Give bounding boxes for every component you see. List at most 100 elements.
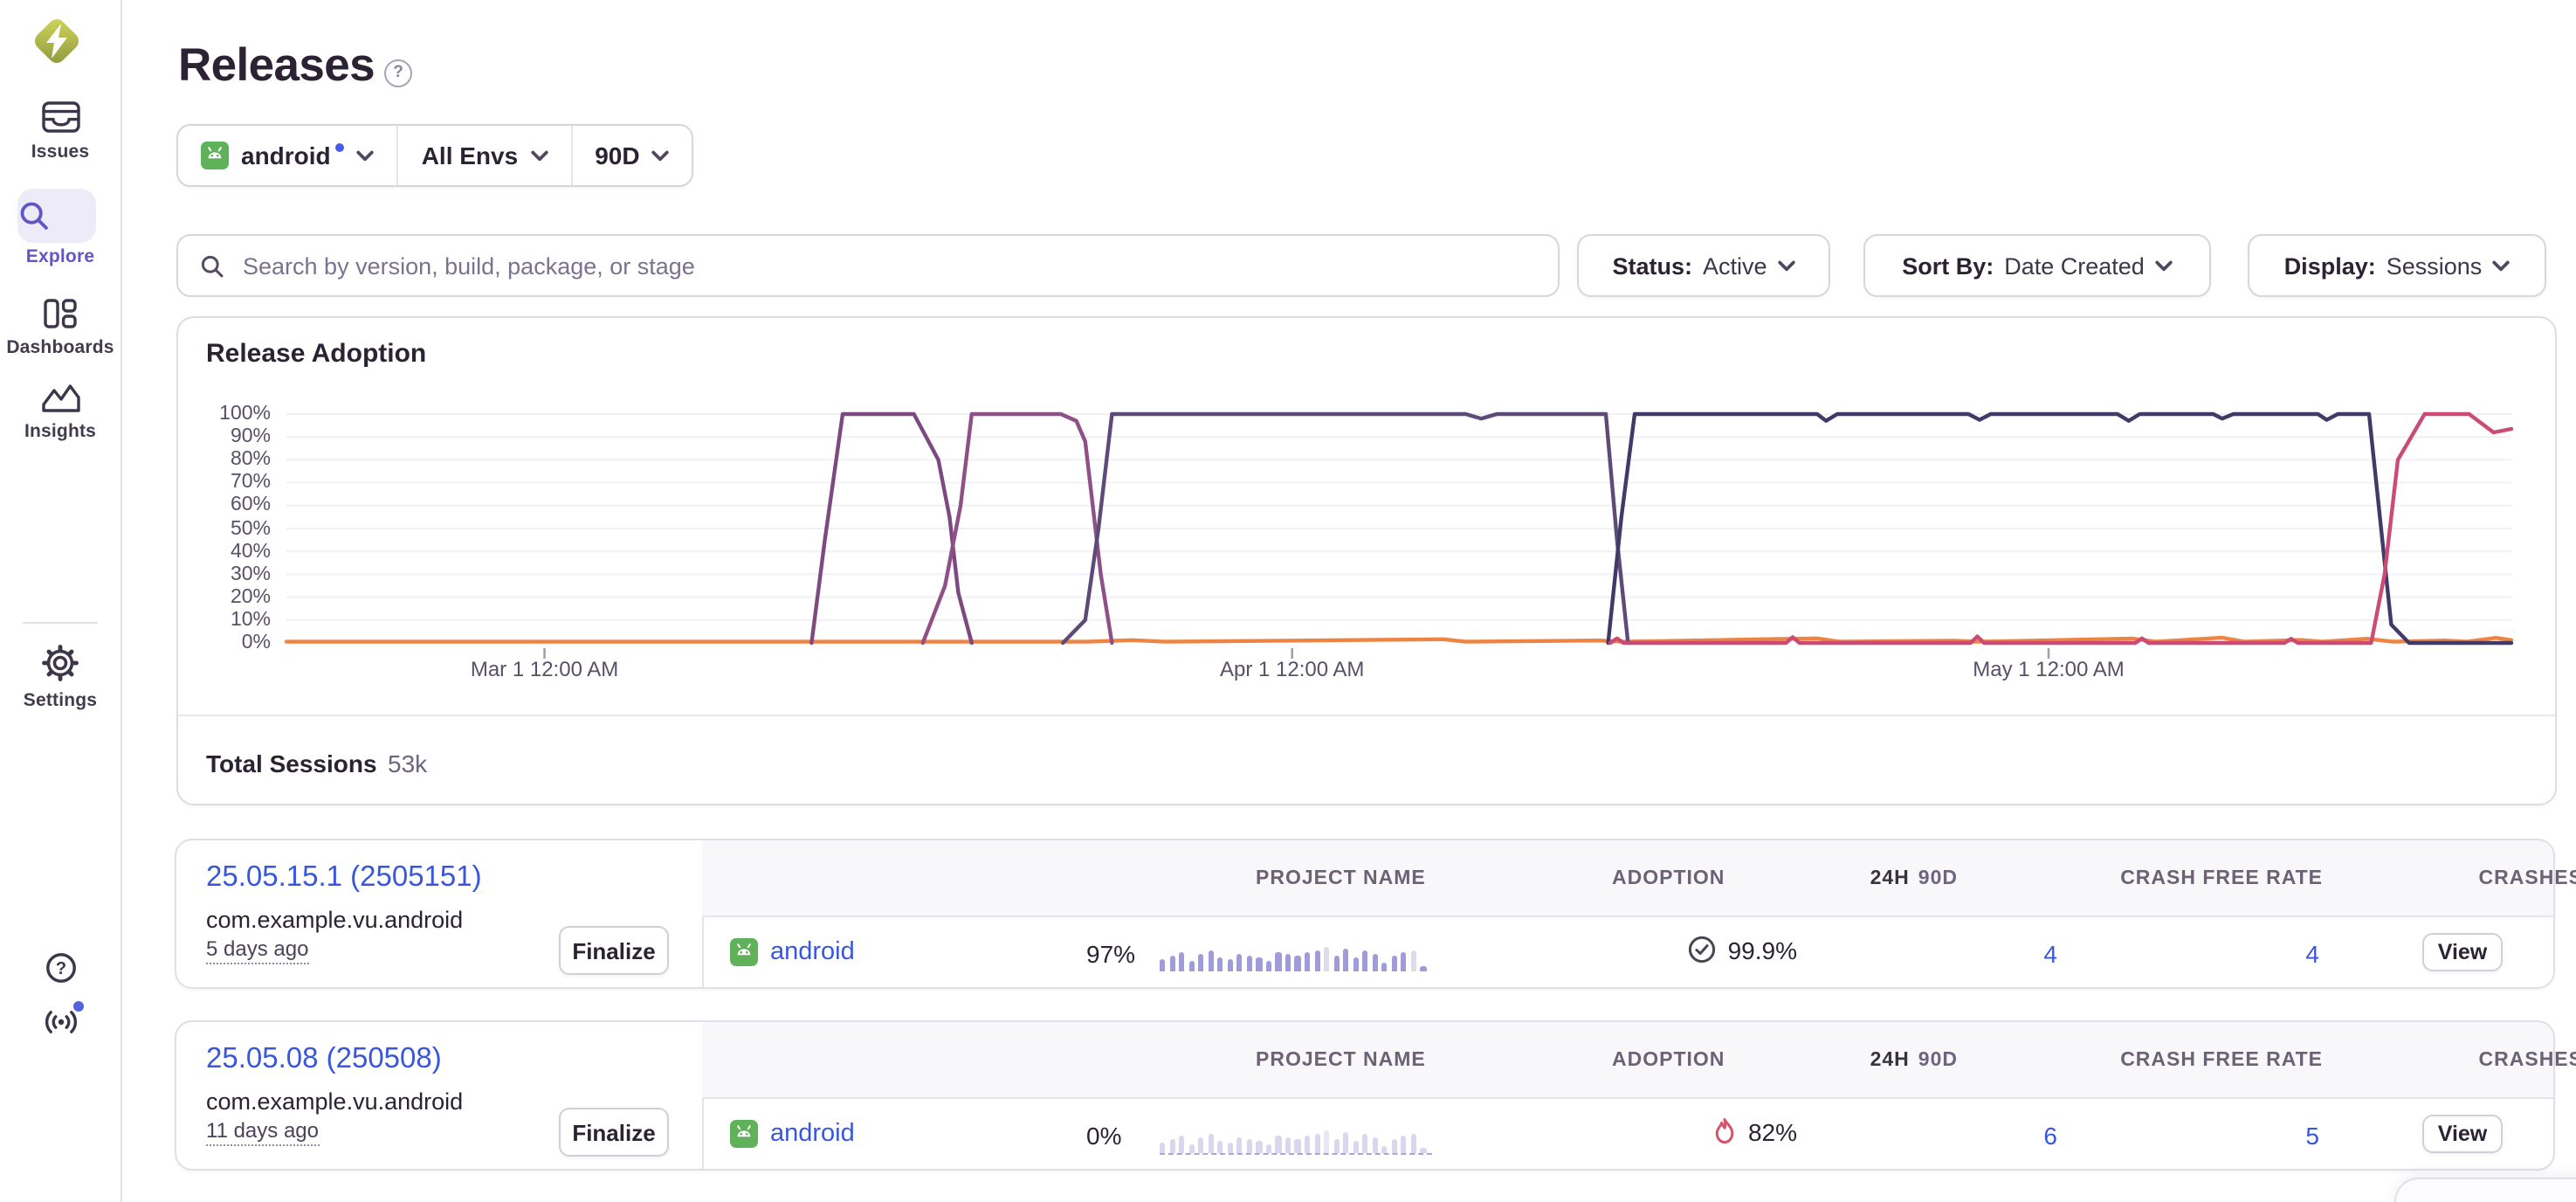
release-age: 11 days ago: [206, 1118, 319, 1146]
sidebar-item-explore-label[interactable]: Explore: [25, 246, 95, 267]
finalize-button[interactable]: Finalize: [559, 1108, 669, 1157]
y-tick-label: 20%: [230, 586, 271, 608]
col-period-toggle: 24H 90D: [1685, 868, 1958, 889]
chevron-down-icon: [530, 149, 548, 161]
sidebar-item-explore[interactable]: [17, 189, 96, 243]
app-logo[interactable]: [30, 14, 84, 68]
y-tick-label: 80%: [230, 449, 271, 471]
project-link[interactable]: android: [770, 938, 855, 966]
android-project-icon: [201, 142, 229, 169]
crashes-count-link[interactable]: 4: [2043, 940, 2057, 968]
crash-free-cell: 99.9%: [1448, 935, 1797, 964]
crash-free-value: 82%: [1747, 1117, 1797, 1145]
project-cell[interactable]: android: [730, 1120, 855, 1148]
environment-filter-value: All Envs: [421, 142, 519, 169]
release-version-link[interactable]: 25.05.08 (250508): [206, 1043, 442, 1074]
sort-by-value: Date Created: [2004, 252, 2145, 279]
y-tick-label: 90%: [230, 426, 271, 448]
page-help-icon[interactable]: ?: [384, 59, 412, 87]
project-filter-value: android: [241, 142, 331, 169]
y-tick-label: 50%: [230, 518, 271, 539]
sidebar: Issues Explore Dashboards: [0, 0, 122, 1202]
new-issues-count-link[interactable]: 5: [2305, 1122, 2319, 1150]
sidebar-item-insights[interactable]: Insights: [0, 384, 121, 442]
total-sessions-value: 53k: [388, 750, 428, 777]
y-tick-label: 10%: [230, 609, 271, 631]
page-filter-bar: android All Envs 90D: [176, 124, 694, 187]
crash-free-cell: 82%: [1448, 1116, 1797, 1146]
release-summary: 25.05.15.1 (2505151) com.example.vu.andr…: [176, 840, 704, 987]
android-project-icon: [730, 1120, 758, 1148]
release-card: 25.05.15.1 (2505151) com.example.vu.andr…: [175, 839, 2576, 989]
android-project-icon: [730, 938, 758, 966]
y-tick-label: 0%: [241, 632, 271, 653]
y-tick-label: 30%: [230, 563, 271, 585]
sidebar-item-issues[interactable]: Issues: [0, 101, 121, 162]
release-version-link[interactable]: 25.05.15.1 (2505151): [206, 861, 482, 893]
sidebar-item-label: Issues: [31, 142, 90, 162]
status-label: Status:: [1612, 252, 1692, 279]
adoption-value: 97%: [1086, 940, 1136, 968]
sort-by-dropdown[interactable]: Sort By: Date Created: [1863, 234, 2211, 297]
sort-by-label: Sort By:: [1902, 252, 1994, 279]
search-explore-icon: [17, 199, 51, 232]
insights-icon: [41, 384, 79, 412]
gear-icon: [42, 645, 79, 681]
view-button[interactable]: View: [2422, 933, 2503, 971]
status-value: Active: [1703, 252, 1767, 279]
release-age: 5 days ago: [206, 936, 309, 964]
chart-title: Release Adoption: [206, 339, 427, 369]
notification-dot: [73, 1001, 84, 1012]
crash-free-value: 99.9%: [1727, 936, 1797, 964]
finalize-button[interactable]: Finalize: [559, 926, 669, 975]
view-button[interactable]: View: [2422, 1115, 2503, 1153]
sidebar-item-label: Dashboards: [6, 337, 114, 358]
help-button[interactable]: ?: [0, 952, 121, 992]
chart-x-axis: Mar 1 12:00 AM Apr 1 12:00 AM May 1 12:00 …: [286, 657, 2511, 685]
sidebar-divider: [23, 622, 98, 624]
sidebar-item-settings[interactable]: Settings: [0, 645, 121, 711]
release-package: com.example.vu.android: [206, 907, 464, 933]
date-range-filter[interactable]: 90D: [570, 126, 692, 185]
y-tick-label: 60%: [230, 494, 271, 516]
environment-filter[interactable]: All Envs: [396, 126, 571, 185]
chevron-down-icon: [357, 149, 375, 161]
project-filter[interactable]: android: [178, 126, 397, 185]
svg-text:?: ?: [55, 959, 65, 978]
project-cell[interactable]: android: [730, 938, 855, 966]
release-card: 25.05.08 (250508) com.example.vu.android…: [175, 1020, 2576, 1171]
dashboards-icon: [44, 299, 77, 328]
floating-widget-edge: [2394, 1178, 2576, 1202]
chart-y-axis: 100% 90% 80% 70% 60% 50% 40% 30% 20% 10% 0%: [178, 318, 271, 667]
release-adoption-panel: Release Adoption 100% 90% 80% 70% 60% 50% 40% 3…: [176, 316, 2557, 805]
period-90d-toggle[interactable]: 90D: [1918, 1050, 1958, 1071]
period-24h-toggle[interactable]: 24H: [1870, 868, 1910, 889]
search-input[interactable]: [239, 251, 1537, 280]
col-crashes: CRASHES: [2478, 1050, 2576, 1071]
release-summary: 25.05.08 (250508) com.example.vu.android…: [176, 1022, 704, 1169]
x-tick-label: May 1 12:00 AM: [1973, 657, 2125, 681]
sessions-sparkline: [1160, 1129, 1432, 1155]
release-table-header: PROJECT NAME ADOPTION 24H 90D CRASH FREE …: [702, 840, 2576, 917]
page-title: Releases: [178, 38, 375, 91]
release-search: [176, 234, 1560, 297]
col-project-name: PROJECT NAME: [1256, 868, 1426, 889]
period-24h-toggle[interactable]: 24H: [1870, 1050, 1910, 1071]
new-issues-count-link[interactable]: 4: [2305, 940, 2319, 968]
adoption-value: 0%: [1086, 1122, 1122, 1150]
whats-new-button[interactable]: [0, 1006, 121, 1047]
chevron-down-icon: [2492, 259, 2510, 271]
chevron-down-icon: [651, 149, 670, 161]
display-label: Display:: [2283, 252, 2376, 279]
col-crashes: CRASHES: [2478, 868, 2576, 889]
sidebar-item-dashboards[interactable]: Dashboards: [0, 299, 121, 358]
project-link[interactable]: android: [770, 1120, 855, 1148]
crashes-count-link[interactable]: 6: [2043, 1122, 2057, 1150]
release-package: com.example.vu.android: [206, 1088, 464, 1115]
status-dropdown[interactable]: Status: Active: [1577, 234, 1830, 297]
period-90d-toggle[interactable]: 90D: [1918, 868, 1958, 889]
adoption-chart: [284, 411, 2514, 659]
release-table-header: PROJECT NAME ADOPTION 24H 90D CRASH FREE …: [702, 1022, 2576, 1099]
col-project-name: PROJECT NAME: [1256, 1050, 1426, 1071]
display-dropdown[interactable]: Display: Sessions: [2248, 234, 2546, 297]
